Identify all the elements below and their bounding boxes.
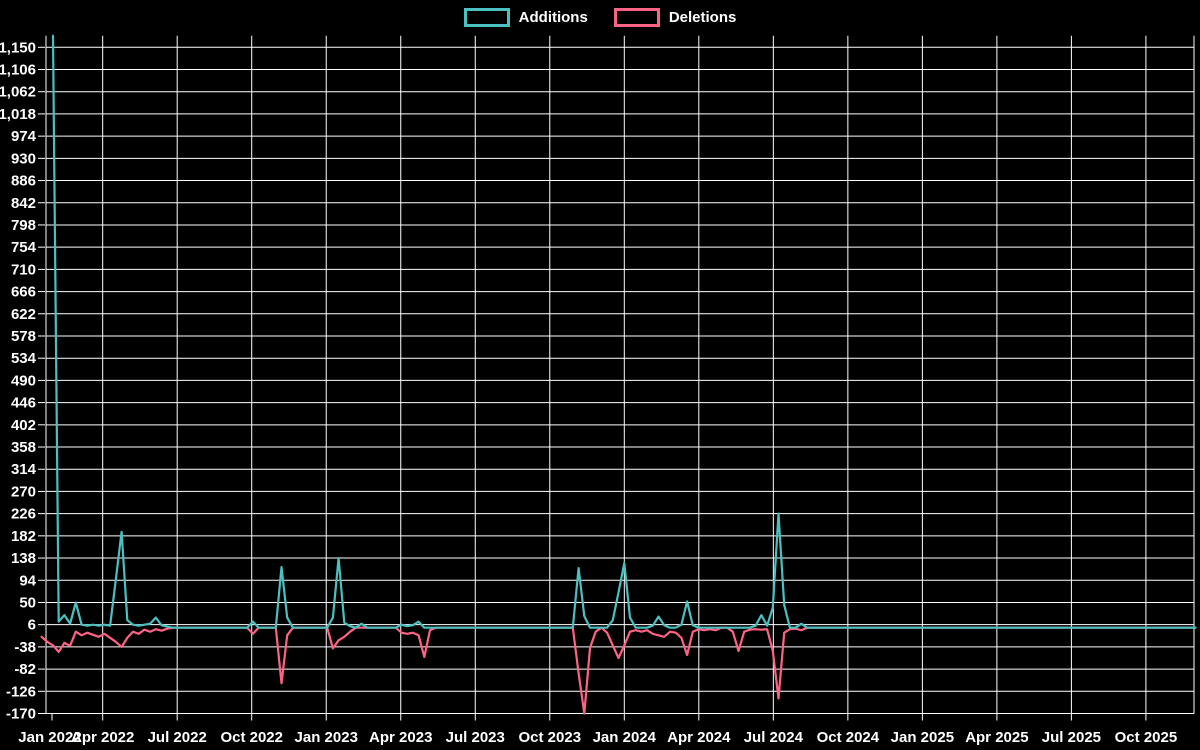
y-tick-label: 886 (11, 173, 36, 190)
y-tick-label: 50 (19, 594, 36, 611)
legend-label-deletions: Deletions (668, 9, 737, 26)
x-tick-label: Jul 2024 (744, 729, 804, 746)
y-tick-label: 842 (11, 195, 36, 212)
y-tick-label: 314 (11, 461, 37, 478)
x-tick-label: Apr 2024 (667, 729, 731, 746)
x-tick-label: Oct 2022 (220, 729, 283, 746)
x-tick-label: Jul 2025 (1042, 729, 1101, 746)
y-tick-label: 270 (11, 483, 36, 500)
series-line-additions[interactable] (51, 34, 1197, 629)
y-tick-label: 754 (11, 239, 37, 256)
y-tick-label: 94 (19, 572, 36, 589)
y-tick-label: 1,062 (0, 84, 36, 101)
legend-box-additions-icon (463, 8, 510, 27)
y-tick-label: 974 (11, 128, 37, 145)
y-tick-label: -170 (6, 706, 36, 723)
x-tick-label: Jul 2022 (148, 729, 207, 746)
y-tick-label: 1,018 (0, 106, 36, 123)
y-tick-label: 182 (11, 528, 36, 545)
y-tick-label: 226 (11, 506, 36, 523)
x-tick-label: Apr 2023 (369, 729, 432, 746)
legend-item-additions[interactable]: Additions (463, 8, 588, 27)
y-tick-label: 138 (11, 550, 36, 567)
y-tick-label: 622 (11, 306, 36, 323)
y-tick-label: 534 (11, 350, 37, 367)
y-tick-label: 578 (11, 328, 36, 345)
x-tick-label: Jul 2023 (446, 729, 505, 746)
legend-box-deletions-icon (613, 8, 660, 27)
chart-legend: Additions Deletions (0, 8, 1200, 27)
x-tick-label: Jan 2025 (891, 729, 954, 746)
y-tick-label: -126 (6, 683, 36, 700)
x-tick-label: Oct 2024 (817, 729, 880, 746)
x-tick-label: Apr 2025 (965, 729, 1028, 746)
x-tick-label: Oct 2023 (519, 729, 582, 746)
y-tick-label: 1,106 (0, 62, 36, 79)
x-tick-label: Oct 2025 (1115, 729, 1178, 746)
y-tick-label: 6 (28, 617, 36, 634)
legend-item-deletions[interactable]: Deletions (613, 8, 737, 27)
y-tick-label: 930 (11, 150, 36, 167)
x-tick-label: Apr 2022 (71, 729, 134, 746)
y-tick-label: 666 (11, 284, 36, 301)
x-tick-label: Jan 2022 (18, 729, 81, 746)
y-tick-label: 798 (11, 217, 36, 234)
legend-label-additions: Additions (518, 9, 588, 26)
y-tick-label: -38 (14, 639, 36, 656)
x-tick-label: Jan 2024 (593, 729, 657, 746)
y-tick-label: 402 (11, 417, 36, 434)
y-tick-label: 490 (11, 372, 36, 389)
series-line-deletions[interactable] (40, 626, 1197, 715)
y-tick-label: 710 (11, 261, 36, 278)
x-tick-label: Jan 2023 (295, 729, 358, 746)
y-tick-label: -82 (14, 661, 36, 678)
y-tick-label: 358 (11, 439, 36, 456)
y-tick-label: 446 (11, 395, 36, 412)
y-tick-label: 1,150 (0, 39, 36, 56)
